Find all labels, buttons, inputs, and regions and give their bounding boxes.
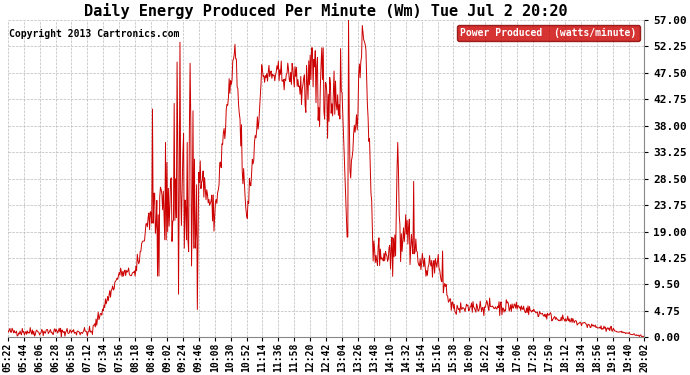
Text: Copyright 2013 Cartronics.com: Copyright 2013 Cartronics.com <box>9 30 179 39</box>
Legend: Power Produced  (watts/minute): Power Produced (watts/minute) <box>457 25 640 40</box>
Title: Daily Energy Produced Per Minute (Wm) Tue Jul 2 20:20: Daily Energy Produced Per Minute (Wm) Tu… <box>84 3 568 19</box>
